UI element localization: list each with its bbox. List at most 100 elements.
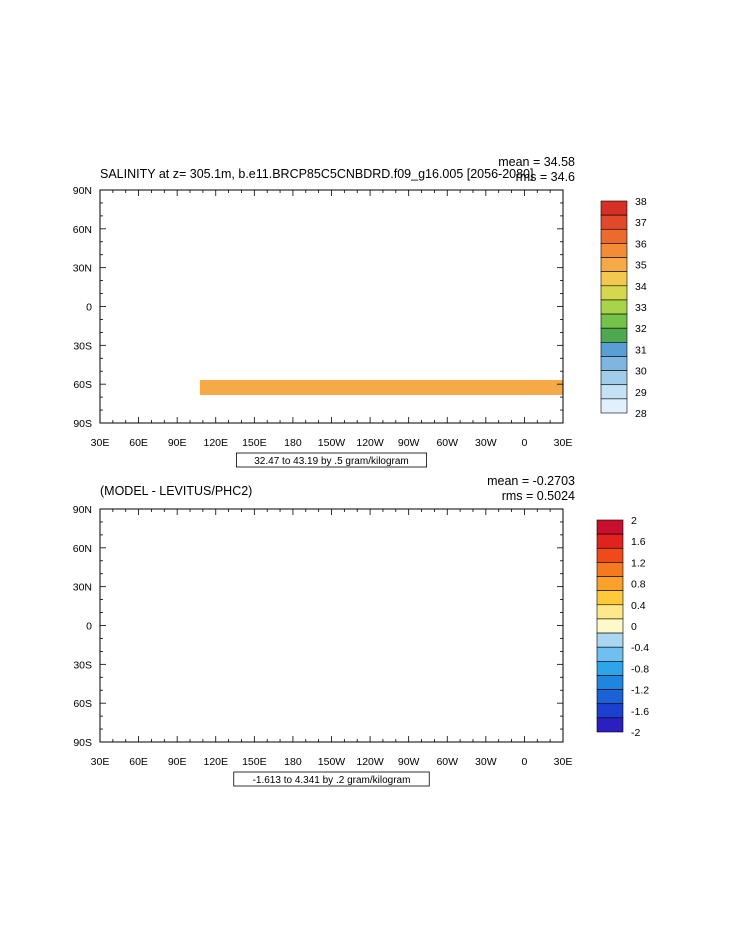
- y-tick-label: 90N: [73, 504, 92, 516]
- salinity-region-south-positive: [100, 689, 563, 714]
- colorbar-label: 0: [631, 621, 637, 633]
- land-mask: [100, 509, 563, 742]
- contour-info-box: -1.613 to 4.341 by .2 gram/kilogram: [233, 771, 430, 787]
- colorbar-swatch: [600, 299, 628, 315]
- contour-info-text: -1.613 to 4.341 by .2 gram/kilogram: [253, 775, 411, 786]
- colorbar-label: 34: [635, 281, 647, 293]
- salinity-region-north-atlantic-pos: [400, 549, 540, 609]
- colorbar-swatch: [600, 271, 628, 287]
- y-tick-label: 90S: [73, 418, 92, 430]
- colorbar-label: 38: [635, 196, 647, 208]
- colorbar-label: 0.4: [631, 600, 646, 612]
- colorbar-swatch: [600, 384, 628, 400]
- salinity-region-atlantic-high: [404, 248, 530, 286]
- colorbar-swatch: [596, 632, 624, 648]
- colorbar-swatch: [600, 285, 628, 301]
- y-tick-label: 30N: [73, 582, 92, 594]
- x-tick-label: 30W: [475, 437, 497, 449]
- salinity-region-atlantic-high: [530, 252, 563, 266]
- colorbar-label: -1.2: [631, 685, 649, 697]
- x-tick-label: 150E: [242, 756, 267, 768]
- contour-line: [404, 253, 530, 270]
- x-tick-label: 60W: [436, 756, 458, 768]
- salinity-region-open-ocean: [100, 509, 563, 742]
- colorbar-label: 1.6: [631, 536, 646, 548]
- x-tick-label: 60W: [436, 437, 458, 449]
- contour-line: [100, 687, 563, 691]
- x-tick-label: 90W: [398, 756, 420, 768]
- contour-info-frame: [233, 771, 430, 787]
- salinity-region-central-band: [210, 294, 430, 324]
- colorbar-swatch: [596, 604, 624, 620]
- colorbar-swatch: [600, 200, 628, 216]
- colorbar-swatch: [596, 646, 624, 662]
- x-tick-label: 180: [284, 437, 302, 449]
- contour-line: [100, 635, 563, 642]
- colorbar-swatch: [596, 675, 624, 690]
- y-tick-label: 0: [86, 621, 92, 633]
- y-tick-label: 60S: [73, 698, 92, 710]
- contour-info-text: 32.47 to 43.19 by .5 gram/kilogram: [254, 456, 409, 467]
- colorbar-swatch: [600, 327, 628, 343]
- chart-title: (MODEL - LEVITUS/PHC2): [100, 484, 252, 498]
- x-tick-label: 30E: [554, 756, 573, 768]
- map-field: [100, 509, 563, 742]
- colorbar-label: 0.8: [631, 579, 646, 591]
- colorbar-label: -0.4: [631, 642, 649, 654]
- salinity-region-japan-sea: [230, 244, 246, 258]
- salinity-region-mediterranean: [540, 567, 560, 573]
- colorbar-swatch: [596, 661, 624, 676]
- colorbar-swatch: [600, 257, 628, 272]
- x-tick-label: 150W: [318, 756, 346, 768]
- salinity-region-japan-sea: [228, 563, 246, 581]
- contour-line: [100, 656, 563, 658]
- salinity-region-strong-negative: [100, 643, 563, 677]
- contour-line: [100, 352, 563, 358]
- salinity-region-southern-band: [100, 354, 563, 376]
- colorbar-swatch: [596, 717, 624, 733]
- x-tick-label: 30E: [91, 437, 110, 449]
- colorbar-label: -0.8: [631, 663, 649, 675]
- colorbar-label: 33: [635, 302, 647, 314]
- y-tick-label: 60N: [73, 543, 92, 555]
- contour-line: [100, 336, 563, 340]
- x-tick-label: 120E: [203, 756, 228, 768]
- colorbar: 38 37 36 35 34 33 32 31 30 29 28: [600, 196, 647, 420]
- colorbar-swatch: [600, 342, 628, 357]
- colorbar-label: -2: [631, 727, 640, 739]
- y-tick-label: 0: [86, 302, 92, 314]
- colorbar-swatch: [600, 228, 628, 244]
- colorbar-swatch: [600, 313, 628, 329]
- colorbar-label: 32: [635, 323, 647, 335]
- contour-line: [250, 227, 400, 276]
- colorbar-label: 30: [635, 366, 647, 378]
- colorbar-swatch: [596, 689, 624, 705]
- x-tick-label: 90E: [168, 437, 187, 449]
- contour-line: [420, 264, 540, 282]
- colorbar-swatch: [596, 547, 624, 563]
- x-tick-label: 30W: [475, 756, 497, 768]
- salinity-panel: SALINITY at z= 305.1m, b.e11.BRCP85C5CNB…: [73, 155, 647, 468]
- y-tick-label: 30S: [73, 340, 92, 352]
- contour-info-box: 32.47 to 43.19 by .5 gram/kilogram: [235, 452, 427, 468]
- contour-line: [100, 211, 563, 213]
- colorbar-swatch: [600, 398, 628, 414]
- x-tick-label: 90E: [168, 756, 187, 768]
- plot-frame: [99, 508, 564, 743]
- colorbar-swatch: [596, 618, 624, 634]
- x-tick-label: 0: [521, 756, 527, 768]
- x-tick-label: 150E: [242, 437, 267, 449]
- colorbar-swatch: [600, 214, 628, 230]
- x-tick-label: 120W: [356, 756, 384, 768]
- colorbar: 2 1.6 1.2 0.8 0.4 0 -0.4 -0.8 -1.2 -1.6 -2: [596, 515, 649, 739]
- colorbar-label: -1.6: [631, 706, 649, 718]
- salinity-region-negative-band: [100, 581, 400, 623]
- contour-info-frame: [235, 452, 427, 468]
- colorbar-label: 28: [635, 408, 647, 420]
- x-tick-label: 180: [284, 756, 302, 768]
- x-tick-label: 30E: [554, 437, 573, 449]
- y-tick-label: 30S: [73, 659, 92, 671]
- chart-title: SALINITY at z= 305.1m, b.e11.BRCP85C5CNB…: [100, 167, 533, 181]
- x-tick-label: 60E: [129, 437, 148, 449]
- x-tick-label: 30E: [91, 756, 110, 768]
